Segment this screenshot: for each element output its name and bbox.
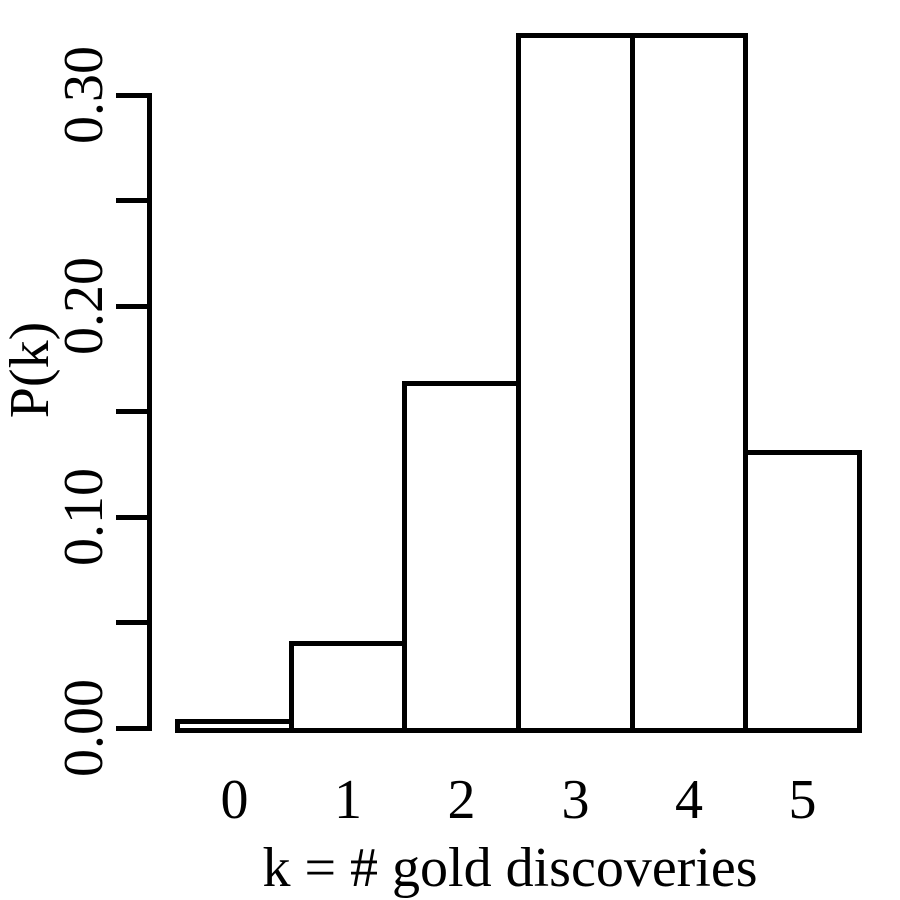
y-tick-0.00 [116,725,150,731]
y-tick-0.25 [116,198,150,203]
x-tick-label-0: 0 [220,769,249,831]
x-tick-label-2: 2 [447,769,476,831]
bar-k3 [516,33,635,733]
y-tick-label-0.00: 0.00 [53,679,115,777]
y-tick-0.20 [116,303,150,309]
bar-k1 [289,641,407,733]
x-tick-label-5: 5 [788,769,817,831]
y-tick-label-0.10: 0.10 [53,468,115,566]
y-tick-0.10 [116,514,150,520]
bar-k0 [175,719,294,733]
y-tick-0.05 [116,620,150,625]
bar-k2 [402,381,521,733]
y-axis-line [147,93,152,731]
x-tick-label-3: 3 [561,769,590,831]
y-tick-0.15 [116,409,150,414]
y-tick-label-0.30: 0.30 [53,46,115,144]
x-axis-title: k = # gold discoveries [262,837,758,899]
x-tick-label-1: 1 [334,769,362,831]
y-tick-label-0.20: 0.20 [53,257,115,355]
y-axis-title: P(k) [0,321,61,419]
y-tick-0.30 [116,92,150,98]
bar-k4 [630,33,748,733]
x-tick-label-4: 4 [675,769,703,831]
bar-k5 [743,450,862,733]
